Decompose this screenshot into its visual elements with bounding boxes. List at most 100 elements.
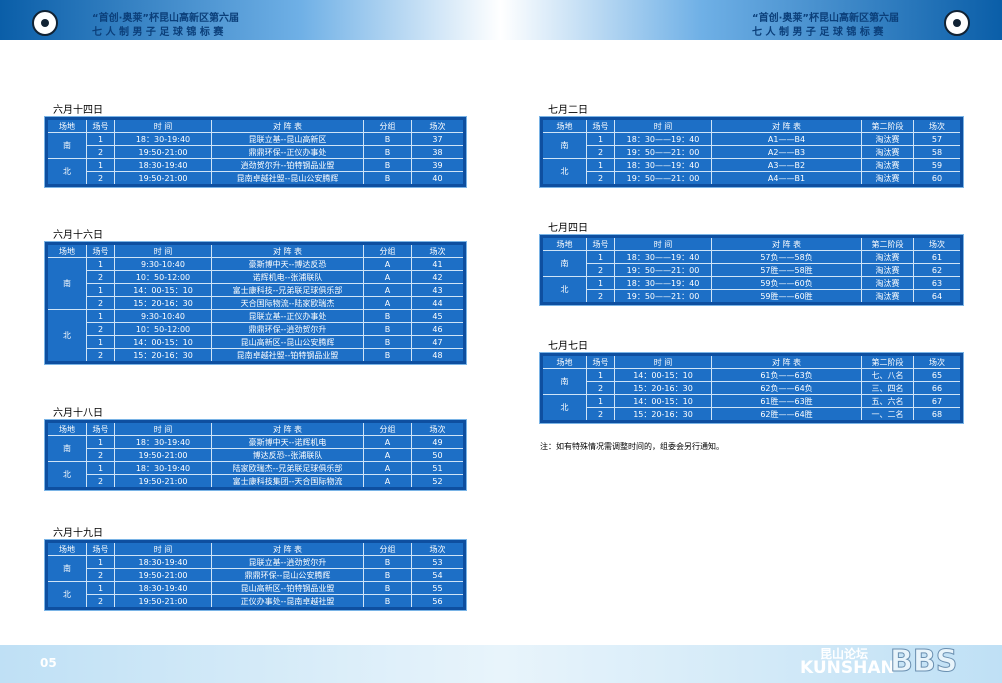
header-cell: 对 阵 表 bbox=[211, 243, 364, 258]
header-cell: 场地 bbox=[541, 354, 587, 369]
header-cell: 场地 bbox=[541, 236, 587, 251]
watermark-en: KUNSHAN bbox=[800, 658, 895, 678]
header-row: 场地 场号时 间对 阵 表第二阶段 场次 bbox=[541, 118, 962, 133]
header-cell: 场次 bbox=[411, 541, 465, 556]
cell: 2 bbox=[86, 448, 115, 462]
venue-cell: 南 bbox=[541, 132, 587, 159]
header-cell: 场号 bbox=[586, 236, 615, 251]
cell: 15：20-16：30 bbox=[614, 381, 712, 395]
title-line2: 七 人 制 男 子 足 球 锦 标 赛 bbox=[92, 27, 224, 38]
cell: 昆南卓越社盟--昆山公安腾辉 bbox=[211, 171, 364, 186]
cell: 2 bbox=[86, 270, 115, 284]
ball-icon bbox=[32, 10, 58, 36]
cell: 10：50-12:00 bbox=[114, 322, 212, 336]
title-line1: “首创·奥莱”杯昆山高新区第六届 bbox=[752, 13, 899, 24]
header-cell: 对 阵 表 bbox=[711, 354, 862, 369]
cell: 38 bbox=[411, 145, 465, 159]
cell: 9:30-10:40 bbox=[114, 309, 212, 323]
header-cell: 第二阶段 bbox=[861, 118, 914, 133]
cell: 54 bbox=[411, 568, 465, 582]
schedule-table: 场地 场号时 间对 阵 表分组 场次南 1 18：30-19:40 昆联立基--昆山高新区… bbox=[44, 116, 467, 188]
match-row: 2 19:50-21:00 博达反恐--张浦联队 A 50 bbox=[47, 448, 465, 462]
cell: 14：00-15：10 bbox=[614, 368, 712, 382]
cell: B bbox=[363, 568, 412, 582]
cell: 18：30——19：40 bbox=[614, 250, 712, 264]
cell: 14：00-15：10 bbox=[114, 335, 212, 349]
date-label: 六月十四日 bbox=[53, 105, 103, 116]
cell: 1 bbox=[586, 276, 615, 290]
match-row: 2 10：50-12:00 诺辉机电--张浦联队 A 42 bbox=[47, 270, 465, 284]
match-row: 2 15：20-16：30 62胜——64胜 一、二名 68 bbox=[542, 407, 962, 422]
cell: 18：30——19：40 bbox=[614, 132, 712, 146]
match-row: 2 10：50-12:00 鼎鼎环保--逍劲贺尔升 B 46 bbox=[47, 322, 465, 336]
match-row: 北 1 18：30——19：40 59负——60负 淘汰赛 63 bbox=[541, 276, 962, 304]
match-row: 南 1 14：00-15：10 61负——63负 七、八名 65 bbox=[541, 368, 962, 395]
cell: 1 bbox=[86, 309, 115, 323]
cell: 53 bbox=[411, 555, 465, 569]
cell: 淘汰赛 bbox=[861, 276, 914, 290]
header-cell: 分组 bbox=[363, 118, 412, 133]
header-cell: 时 间 bbox=[614, 118, 712, 133]
cell: 1 bbox=[586, 132, 615, 146]
cell: 1 bbox=[586, 250, 615, 264]
cell: 2 bbox=[586, 407, 615, 422]
cell: 18：30-19:40 bbox=[114, 461, 212, 475]
cell: 2 bbox=[86, 568, 115, 582]
cell: 1 bbox=[86, 461, 115, 475]
cell: 淘汰赛 bbox=[861, 263, 914, 277]
cell: B bbox=[363, 335, 412, 349]
cell: 41 bbox=[411, 257, 465, 271]
schedule-table: 场地 场号时 间对 阵 表分组 场次南 1 9:30-10:40 豪斯博中天--博达反恐 A… bbox=[44, 241, 467, 365]
cell: 57 bbox=[913, 132, 962, 146]
title-line2: 七 人 制 男 子 足 球 锦 标 赛 bbox=[752, 27, 884, 38]
header-cell: 分组 bbox=[363, 243, 412, 258]
header-cell: 场次 bbox=[913, 236, 962, 251]
cell: 37 bbox=[411, 132, 465, 146]
cell: 44 bbox=[411, 296, 465, 310]
cell: 56 bbox=[411, 594, 465, 609]
header-cell: 对 阵 表 bbox=[211, 541, 364, 556]
cell: 豪斯博中天--博达反恐 bbox=[211, 257, 364, 271]
cell: 富士康科技集团--天合国际物流 bbox=[211, 474, 364, 489]
cell: 1 bbox=[86, 335, 115, 349]
cell: 62 bbox=[913, 263, 962, 277]
cell: B bbox=[363, 555, 412, 569]
cell: 淘汰赛 bbox=[861, 158, 914, 172]
cell: 19:50-21:00 bbox=[114, 474, 212, 489]
venue-cell: 北 bbox=[46, 309, 87, 363]
header-cell: 场地 bbox=[46, 421, 87, 436]
header-cell: 场次 bbox=[411, 243, 465, 258]
cell: 18：30-19:40 bbox=[114, 435, 212, 449]
cell: A4——B1 bbox=[711, 171, 862, 186]
schedule-table: 场地 场号时 间对 阵 表分组 场次南 1 18：30-19:40 豪斯博中天--诺辉机电… bbox=[44, 419, 467, 491]
cell: 59负——60负 bbox=[711, 276, 862, 290]
header-cell: 对 阵 表 bbox=[211, 421, 364, 436]
cell: A bbox=[363, 448, 412, 462]
match-row: 2 19：50——21：00 A4——B1 淘汰赛 60 bbox=[542, 171, 962, 186]
cell: B bbox=[363, 171, 412, 186]
match-row: 2 19:50-21:00 正仪办事处--昆南卓越社盟 B 56 bbox=[47, 594, 465, 609]
venue-cell: 南 bbox=[46, 257, 87, 310]
ball-icon bbox=[944, 10, 970, 36]
cell: 1 bbox=[86, 132, 115, 146]
cell: 65 bbox=[913, 368, 962, 382]
cell: 61胜——63胜 bbox=[711, 394, 862, 408]
match-row: 2 19：50——21：00 59胜——60胜 淘汰赛 64 bbox=[542, 289, 962, 304]
header-cell: 场号 bbox=[86, 541, 115, 556]
cell: A bbox=[363, 283, 412, 297]
cell: 五、六名 bbox=[861, 394, 914, 408]
cell: 1 bbox=[86, 435, 115, 449]
match-row: 北 1 14：00-15：10 61胜——63胜 五、六名 67 bbox=[541, 394, 962, 422]
cell: 50 bbox=[411, 448, 465, 462]
header-cell: 场号 bbox=[86, 118, 115, 133]
header-cell: 分组 bbox=[363, 421, 412, 436]
cell: 1 bbox=[586, 368, 615, 382]
cell: 诺辉机电--张浦联队 bbox=[211, 270, 364, 284]
cell: 博达反恐--张浦联队 bbox=[211, 448, 364, 462]
cell: 15：20-16：30 bbox=[114, 296, 212, 310]
page-number: 05 bbox=[40, 656, 57, 670]
date-label: 七月二日 bbox=[548, 105, 588, 116]
cell: 19:50-21:00 bbox=[114, 594, 212, 609]
title-line1: “首创·奥莱”杯昆山高新区第六届 bbox=[92, 13, 239, 24]
